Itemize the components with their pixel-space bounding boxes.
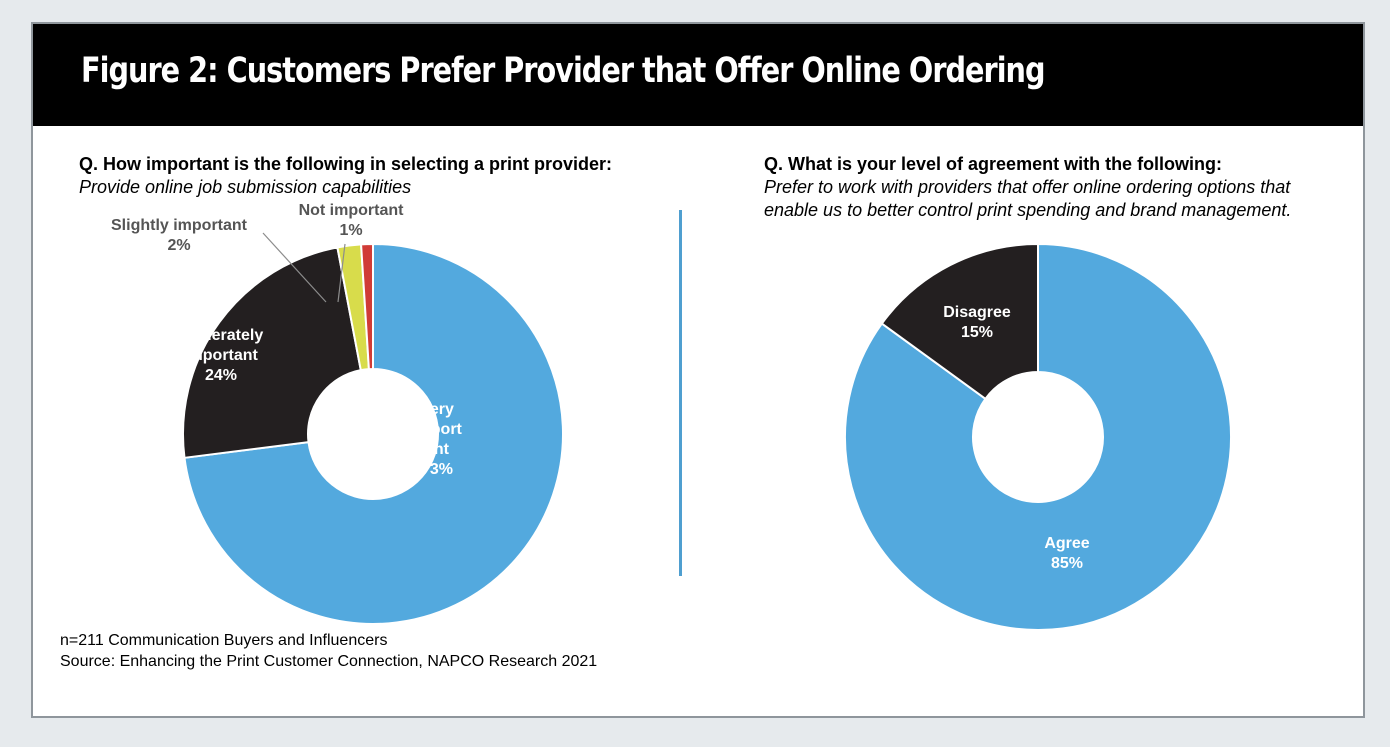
donut-slice-not-important xyxy=(360,242,374,371)
figure-title: Figure 2: Customers Prefer Provider that… xyxy=(81,51,1046,91)
slice-label-disagree: Disagree 15% xyxy=(943,304,1011,341)
donut-slice-agree xyxy=(844,242,1232,631)
sample-note: n=211 Communication Buyers and Influence… xyxy=(60,632,388,649)
donut-chart-left: Very import ant 73% Moderately important 24% Sl… xyxy=(111,202,564,625)
slice-label-not-important: Not important 1% xyxy=(299,202,405,239)
slice-label-very-important: Very import ant 73% xyxy=(412,401,462,478)
left-question: Q. How important is the following in sel… xyxy=(79,153,619,199)
source-note: Source: Enhancing the Print Customer Con… xyxy=(60,653,598,670)
leader-line-slightly-important xyxy=(262,232,327,303)
panel-divider xyxy=(679,210,682,576)
left-question-italic: Provide online job submission capabiliti… xyxy=(79,177,412,197)
slice-label-moderately-important: Moderately important 24% xyxy=(179,327,264,384)
donut-slice-moderately-important xyxy=(182,246,362,459)
figure-header: Figure 2: Customers Prefer Provider that… xyxy=(33,24,1363,126)
right-question: Q. What is your level of agreement with … xyxy=(764,153,1324,222)
slice-label-slightly-important: Slightly important 2% xyxy=(111,217,248,254)
left-question-bold: Q. How important is the following in sel… xyxy=(79,154,613,174)
charts-svg: Very import ant 73% Moderately important 24% Sl… xyxy=(111,202,1232,631)
figure-card: Figure 2: Customers Prefer Provider that… xyxy=(31,22,1365,718)
right-question-bold: Q. What is your level of agreement with … xyxy=(764,154,1223,174)
leader-line-not-important xyxy=(337,243,346,303)
slice-label-agree: Agree 85% xyxy=(1044,535,1089,572)
right-question-italic: Prefer to work with providers that offer… xyxy=(764,177,1292,220)
donut-slice-disagree xyxy=(880,242,1039,401)
donut-slice-very-important xyxy=(183,242,564,625)
donut-chart-right: Agree 85% Disagree 15% xyxy=(844,242,1232,631)
